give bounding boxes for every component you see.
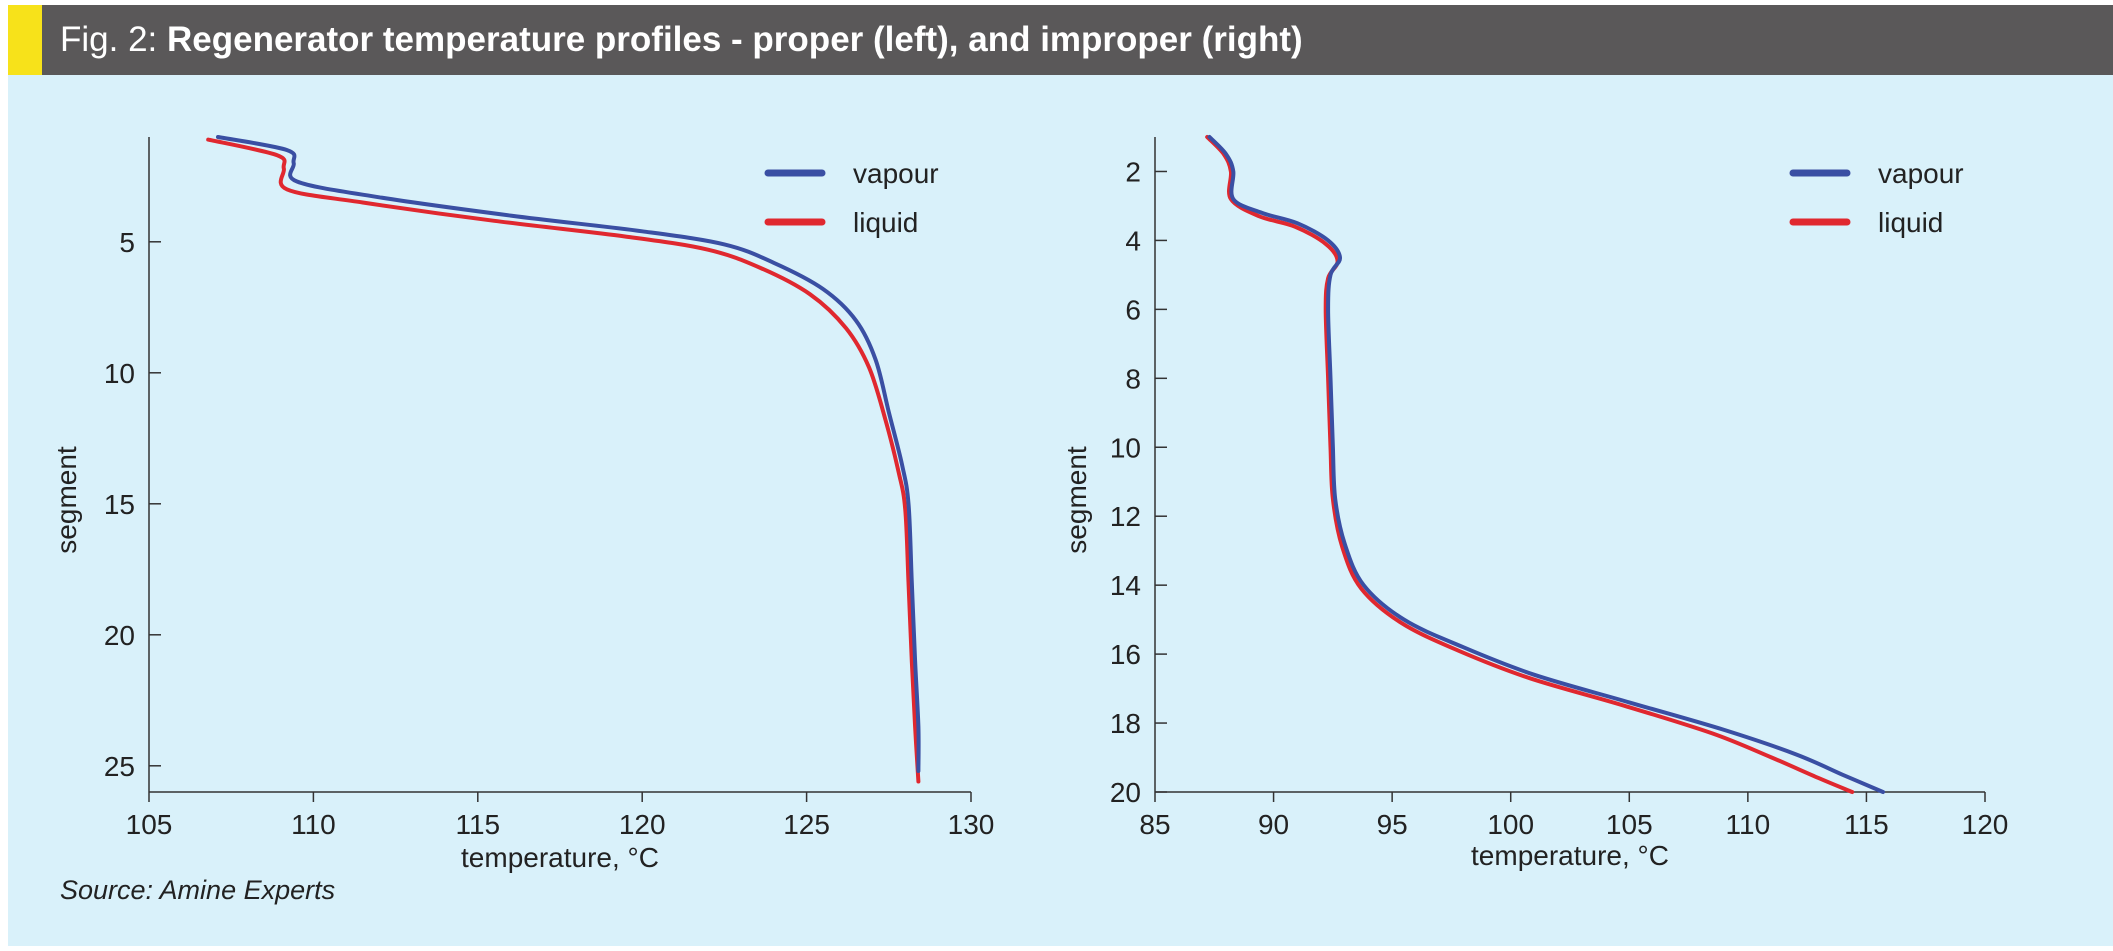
right-y-tick-label: 12 bbox=[1110, 501, 1141, 532]
right-x-axis-title: temperature, °C bbox=[1471, 840, 1669, 871]
right-y-tick-label: 18 bbox=[1110, 708, 1141, 739]
right-y-axis-title: segment bbox=[1061, 446, 1092, 554]
right-x-tick-label: 95 bbox=[1377, 809, 1408, 840]
right-x-tick-label: 110 bbox=[1726, 809, 1771, 840]
left-x-tick-label: 130 bbox=[948, 809, 995, 840]
left-series-liquid-line bbox=[206, 137, 921, 784]
left-y-tick-label: 5 bbox=[119, 227, 135, 258]
left-legend-vapour-label: vapour bbox=[853, 158, 939, 189]
right-y-tick-label: 2 bbox=[1125, 156, 1141, 187]
right-x-tick-label: 105 bbox=[1606, 809, 1653, 840]
figure-header: Fig. 2: Regenerator temperature profiles… bbox=[8, 5, 2113, 75]
left-y-tick-label: 10 bbox=[104, 358, 135, 389]
left-x-tick-label: 115 bbox=[455, 809, 500, 840]
source-note: Source: Amine Experts bbox=[60, 875, 336, 905]
left-x-axis-title: temperature, °C bbox=[461, 842, 659, 873]
left-series-vapour-line bbox=[216, 135, 921, 773]
figure-title: Regenerator temperature profiles - prope… bbox=[167, 20, 1303, 59]
left-y-tick-label: 20 bbox=[104, 620, 135, 651]
left-x-tick-label: 120 bbox=[619, 809, 666, 840]
left-y-tick-label: 25 bbox=[104, 751, 135, 782]
left-legend-liquid-label: liquid bbox=[853, 207, 918, 238]
right-x-tick-label: 85 bbox=[1139, 809, 1170, 840]
right-series-liquid-line bbox=[1205, 135, 1855, 794]
header-accent-bar bbox=[8, 5, 42, 75]
right-legend-liquid-label: liquid bbox=[1878, 207, 1943, 238]
right-y-tick-label: 4 bbox=[1125, 225, 1141, 256]
charts-svg: 105 110 115 120 125 130 5 10 15 20 25 temperature, … bbox=[51, 135, 2009, 873]
left-x-tick-label: 110 bbox=[291, 809, 336, 840]
right-y-tick-label: 20 bbox=[1110, 777, 1141, 808]
right-x-tick-label: 120 bbox=[1962, 809, 2009, 840]
figure-label: Fig. 2: bbox=[60, 20, 158, 59]
right-x-tick-label: 90 bbox=[1258, 809, 1289, 840]
left-y-axis-title: segment bbox=[51, 446, 82, 554]
left-y-tick-label: 15 bbox=[104, 489, 135, 520]
figure: Fig. 2: Regenerator temperature profiles… bbox=[8, 5, 2113, 946]
left-x-tick-label: 105 bbox=[126, 809, 173, 840]
right-y-tick-label: 8 bbox=[1125, 363, 1141, 394]
right-y-tick-label: 6 bbox=[1125, 294, 1141, 325]
right-legend-vapour-label: vapour bbox=[1878, 158, 1964, 189]
right-y-tick-label: 10 bbox=[1110, 432, 1141, 463]
left-x-tick-label: 125 bbox=[783, 809, 830, 840]
right-x-tick-label: 115 bbox=[1844, 809, 1889, 840]
right-x-tick-label: 100 bbox=[1487, 809, 1534, 840]
figure-caption: Fig. 2: Regenerator temperature profiles… bbox=[60, 5, 1303, 75]
right-y-tick-label: 14 bbox=[1110, 570, 1141, 601]
right-series-vapour-line bbox=[1207, 135, 1885, 794]
right-y-tick-label: 16 bbox=[1110, 639, 1141, 670]
